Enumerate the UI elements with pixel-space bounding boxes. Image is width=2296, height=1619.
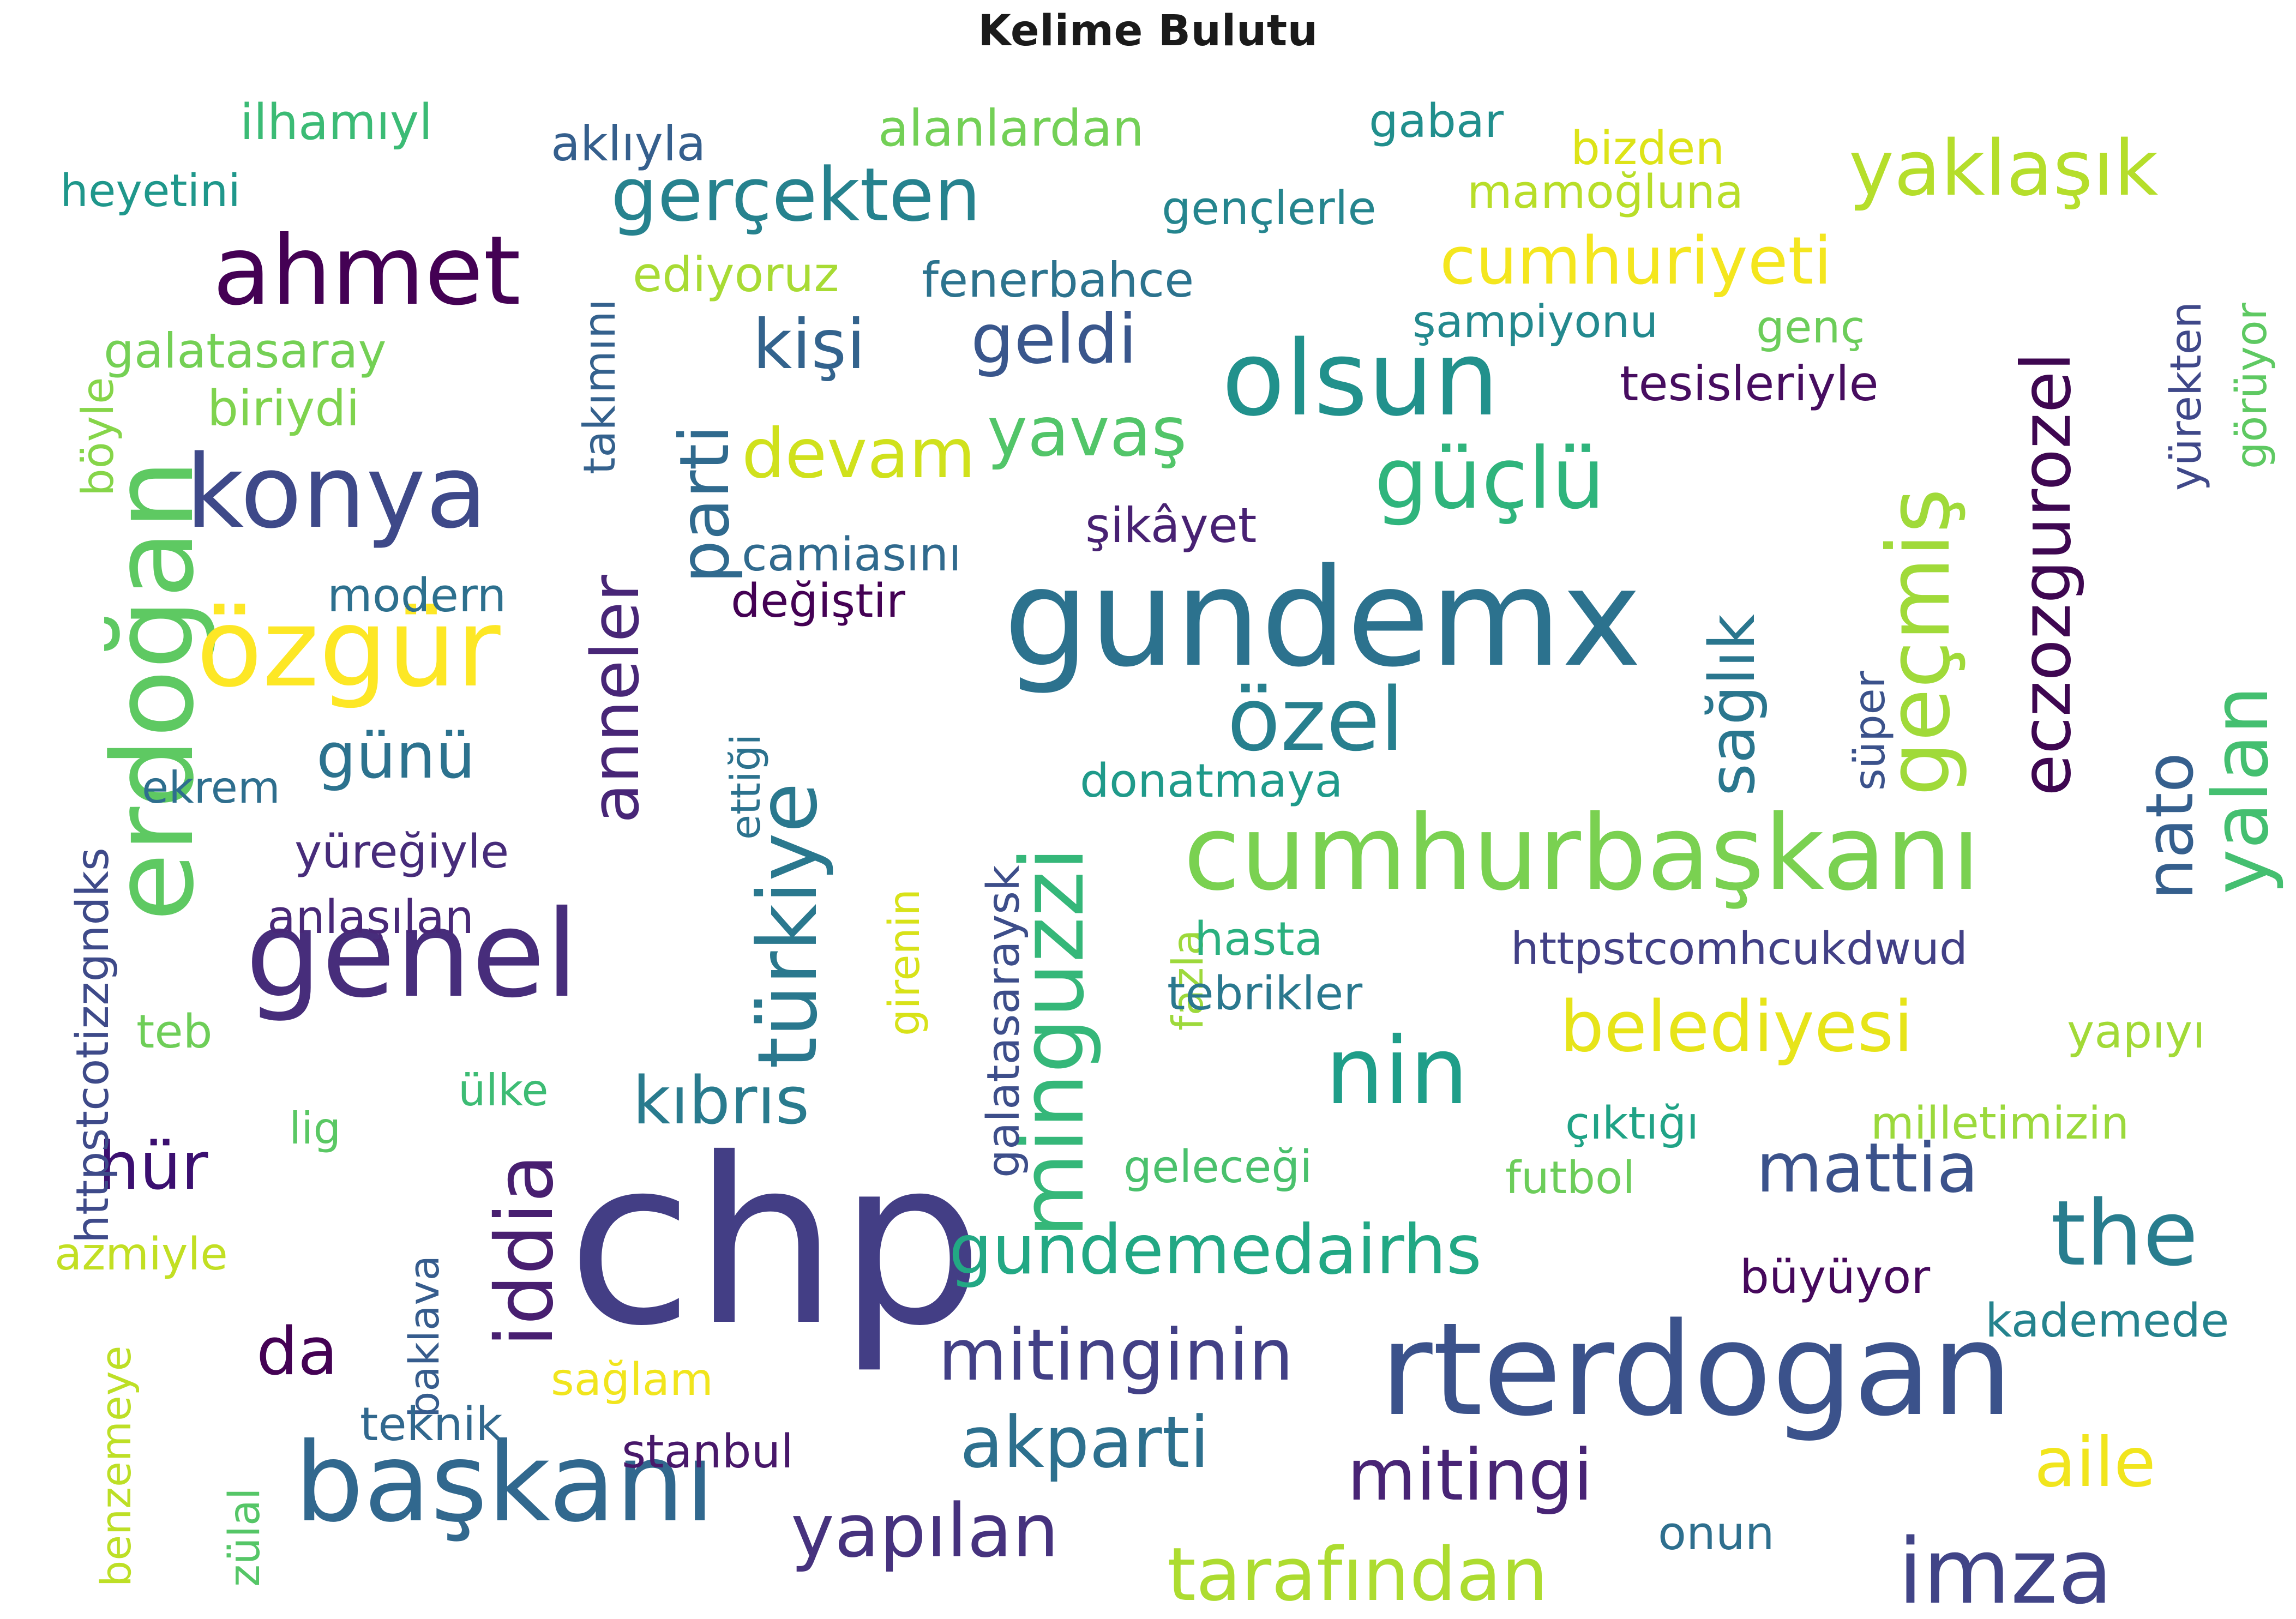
word-44: kıbrıs [633, 1063, 810, 1139]
word-85: ülke [458, 1065, 549, 1116]
word-71: modern [327, 569, 507, 623]
word-49: galatasaraysk [978, 865, 1030, 1178]
word-56: mamoğluna [1467, 165, 1744, 219]
word-65: genç [1756, 302, 1865, 353]
word-62: görüyor [2227, 303, 2276, 469]
word-63: galatasaray [104, 323, 387, 379]
word-34: akparti [960, 1401, 1210, 1484]
word-98: stanbul [622, 1425, 794, 1479]
word-99: onun [1658, 1507, 1775, 1561]
word-32: aile [2034, 1423, 2156, 1502]
word-7: başkanı [294, 1419, 715, 1546]
word-2: gundemx [1003, 540, 1642, 697]
word-18: eczozgurozel [2007, 352, 2086, 796]
word-80: anlaşılan [267, 890, 474, 944]
word-53: gabar [1369, 94, 1504, 148]
word-96: sağlam [551, 1354, 713, 1406]
word-69: şikâyet [1085, 497, 1257, 553]
word-60: fenerbahce [922, 252, 1194, 308]
word-42: sağlık [1696, 614, 1769, 796]
word-54: bizden [1571, 122, 1725, 176]
word-20: yalan [2197, 685, 2286, 894]
word-31: mitingi [1347, 1434, 1593, 1516]
word-1: chp [567, 1110, 984, 1376]
word-35: mitinginin [938, 1314, 1294, 1397]
word-91: baklava [400, 1255, 448, 1418]
word-59: ediyoruz [633, 246, 839, 303]
word-90: futbol [1505, 1152, 1635, 1204]
word-57: gençlerle [1162, 182, 1377, 236]
word-21: güçlü [1374, 429, 1606, 528]
word-10: konya [185, 433, 488, 551]
word-30: anneler [578, 575, 654, 823]
word-16: imza [1898, 1519, 2113, 1619]
word-68: tesisleriyle [1620, 356, 1879, 412]
word-70: camiasını [742, 528, 961, 582]
word-9: olsun [1222, 318, 1499, 439]
word-75: ekrem [142, 762, 280, 813]
word-38: yavaş [987, 393, 1187, 472]
word-25: nato [2132, 752, 2208, 900]
word-41: kişi [753, 305, 865, 384]
word-37: cumhuriyeti [1440, 224, 1832, 299]
word-72: değiştir [731, 574, 905, 628]
word-43: hür [98, 1129, 208, 1205]
word-95: benzemeye [92, 1345, 140, 1587]
word-86: lig [289, 1103, 341, 1154]
word-52: alanlardan [878, 99, 1144, 158]
word-87: çıktığı [1565, 1098, 1699, 1149]
word-58: takımını [574, 298, 625, 474]
word-26: tarafından [1167, 1532, 1548, 1617]
word-88: milletimizin [1871, 1098, 2130, 1149]
word-5: cumhurbaşkanı [1183, 793, 1981, 913]
word-51: aklıyla [551, 116, 706, 172]
word-48: httpstcomhcukdwud [1511, 923, 1968, 975]
word-67: biriydi [207, 380, 360, 437]
word-81: hasta [1194, 912, 1323, 966]
word-36: gundemedairhs [949, 1211, 1482, 1290]
word-46: günü [316, 720, 476, 793]
word-19: özel [1227, 669, 1404, 771]
word-84: yapıyı [2067, 1005, 2205, 1059]
word-100: zülal [220, 1488, 269, 1587]
word-24: yapılan [791, 1488, 1059, 1574]
word-27: gerçekten [611, 152, 981, 238]
word-29: belediyesi [1560, 986, 1913, 1068]
word-93: büyüyor [1740, 1250, 1931, 1304]
word-82: tebrikler [1167, 967, 1363, 1021]
word-77: yüreğiyle [294, 825, 509, 879]
word-94: kademede [1985, 1294, 2229, 1348]
word-92: azmiyle [55, 1229, 228, 1280]
word-66: böyle [73, 377, 123, 496]
word-76: donatmaya [1080, 754, 1343, 808]
word-83: teb [136, 1005, 213, 1059]
word-40: geldi [971, 300, 1138, 379]
word-47: httpstcotizzgndks [67, 847, 119, 1243]
word-4: genel [245, 884, 579, 1024]
word-73: süper [1846, 671, 1895, 791]
word-39: devam [742, 414, 976, 493]
word-8: özgür [196, 585, 501, 711]
word-50: ilhamıyl [240, 94, 433, 151]
word-13: nin [1325, 1018, 1469, 1126]
word-28: parti [665, 424, 744, 583]
word-97: teknik [360, 1398, 503, 1452]
word-12: ahmet [213, 216, 521, 327]
word-45: da [256, 1314, 338, 1390]
word-33: mattia [1756, 1129, 1979, 1208]
word-23: yaklaşık [1849, 124, 2159, 213]
word-3: rterdogan [1380, 1296, 2013, 1445]
word-15: the [2051, 1181, 2198, 1286]
word-61: yürekten [2162, 301, 2211, 491]
chart-title: Kelime Bulutu [978, 7, 1318, 56]
word-78: girenin [880, 888, 929, 1036]
word-22: iddia [479, 1154, 571, 1347]
word-55: heyetini [60, 165, 241, 217]
word-64: şampiyonu [1413, 296, 1658, 348]
word-89: geleceği [1123, 1141, 1313, 1193]
word-74: ettiği [722, 733, 770, 840]
